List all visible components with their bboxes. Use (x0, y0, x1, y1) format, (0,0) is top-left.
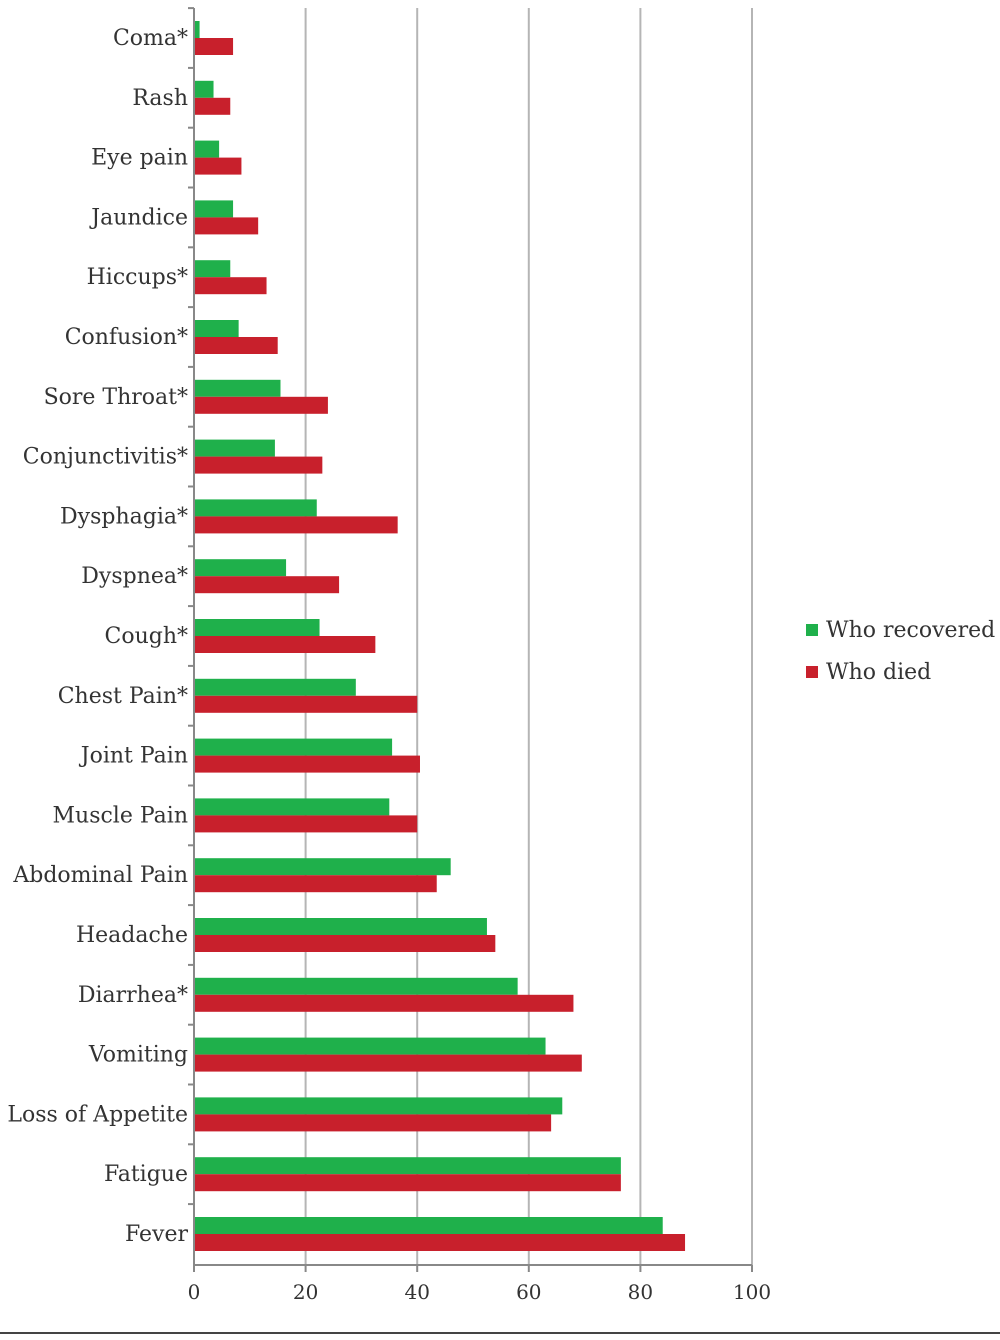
legend: Who recovered Who died (806, 618, 995, 685)
bar-muscle-pain-recovered (194, 798, 390, 816)
bar-dysphagia-recovered (194, 499, 317, 517)
bar-vomiting-recovered (194, 1037, 546, 1055)
x-tick-label-0: 0 (188, 1280, 201, 1304)
bar-sore-throat-recovered (194, 379, 281, 397)
bar-cough-died (194, 636, 376, 653)
x-tick-label-20: 20 (293, 1280, 318, 1304)
bar-coma-died (194, 38, 234, 55)
category-label-eye-pain: Eye pain (91, 146, 188, 171)
legend-swatch-died (806, 666, 818, 678)
category-label-confusion: Confusion* (65, 325, 188, 350)
axes (188, 7, 753, 1272)
category-label-joint-pain: Joint Pain (79, 744, 188, 769)
category-label-conjunctivitis: Conjunctivitis* (23, 445, 188, 470)
category-label-abdominal-pain: Abdominal Pain (12, 863, 188, 888)
bar-hiccups-recovered (194, 260, 231, 278)
bar-confusion-recovered (194, 320, 239, 337)
bar-vomiting-died (194, 1054, 582, 1072)
category-label-loss-of-appetite: Loss of Appetite (7, 1102, 188, 1127)
bar-conjunctivitis-died (194, 456, 323, 474)
bar-conjunctivitis-recovered (194, 439, 275, 457)
category-label-coma: Coma* (113, 26, 188, 51)
bar-joint-pain-recovered (194, 738, 393, 756)
bar-cough-recovered (194, 619, 320, 636)
category-label-headache: Headache (76, 923, 188, 948)
category-label-fatigue: Fatigue (104, 1162, 188, 1187)
bar-eye-pain-died (194, 157, 242, 175)
bar-fever-recovered (194, 1217, 663, 1234)
bar-chest-pain-died (194, 695, 418, 713)
x-tick-labels: 0 20 40 60 80 100 (188, 1280, 771, 1304)
x-tick-label-100: 100 (733, 1280, 771, 1304)
category-labels: Coma* Rash Eye pain Jaundice Hiccups* Confusi… (7, 26, 188, 1247)
bar-abdominal-pain-recovered (194, 858, 451, 876)
x-tick-label-80: 80 (628, 1280, 653, 1304)
bar-loss-of-appetite-died (194, 1114, 552, 1132)
bar-chest-pain-recovered (194, 678, 356, 696)
bar-sore-throat-died (194, 396, 328, 414)
bar-dyspnea-died (194, 576, 340, 594)
category-label-hiccups: Hiccups* (87, 265, 188, 290)
bar-rash-died (194, 97, 231, 115)
category-label-cough: Cough* (105, 624, 189, 649)
legend-label-recovered: Who recovered (826, 618, 995, 643)
bar-fever-died (194, 1234, 686, 1251)
legend-swatch-recovered (806, 624, 818, 636)
x-tick-label-60: 60 (516, 1280, 541, 1304)
category-label-jaundice: Jaundice (89, 205, 188, 230)
bar-joint-pain-died (194, 755, 420, 773)
bar-coma-recovered (194, 21, 200, 38)
category-label-diarrhea: Diarrhea* (78, 983, 188, 1008)
bar-fatigue-recovered (194, 1157, 621, 1175)
bar-confusion-died (194, 337, 278, 354)
bar-loss-of-appetite-recovered (194, 1097, 563, 1115)
bar-headache-recovered (194, 918, 487, 935)
bar-rash-recovered (194, 80, 214, 98)
bar-fatigue-died (194, 1174, 621, 1192)
category-label-rash: Rash (132, 86, 188, 111)
bar-dyspnea-recovered (194, 559, 287, 577)
legend-label-died: Who died (826, 660, 931, 685)
category-label-dysphagia: Dysphagia* (60, 504, 188, 529)
bar-headache-died (194, 935, 496, 952)
x-tick-label-40: 40 (404, 1280, 429, 1304)
category-label-muscle-pain: Muscle Pain (53, 803, 189, 828)
bar-hiccups-died (194, 277, 267, 295)
bar-jaundice-recovered (194, 200, 234, 218)
category-label-chest-pain: Chest Pain* (58, 684, 188, 709)
bar-diarrhea-recovered (194, 977, 518, 995)
bar-muscle-pain-died (194, 815, 418, 833)
bar-jaundice-died (194, 217, 259, 235)
bar-diarrhea-died (194, 994, 574, 1012)
category-label-dyspnea: Dyspnea* (81, 564, 188, 589)
category-label-sore-throat: Sore Throat* (44, 385, 188, 410)
category-label-fever: Fever (125, 1222, 189, 1247)
bar-dysphagia-died (194, 516, 398, 534)
bar-abdominal-pain-died (194, 875, 437, 893)
bars-group (194, 21, 686, 1251)
category-label-vomiting: Vomiting (88, 1043, 188, 1068)
bar-eye-pain-recovered (194, 140, 220, 158)
